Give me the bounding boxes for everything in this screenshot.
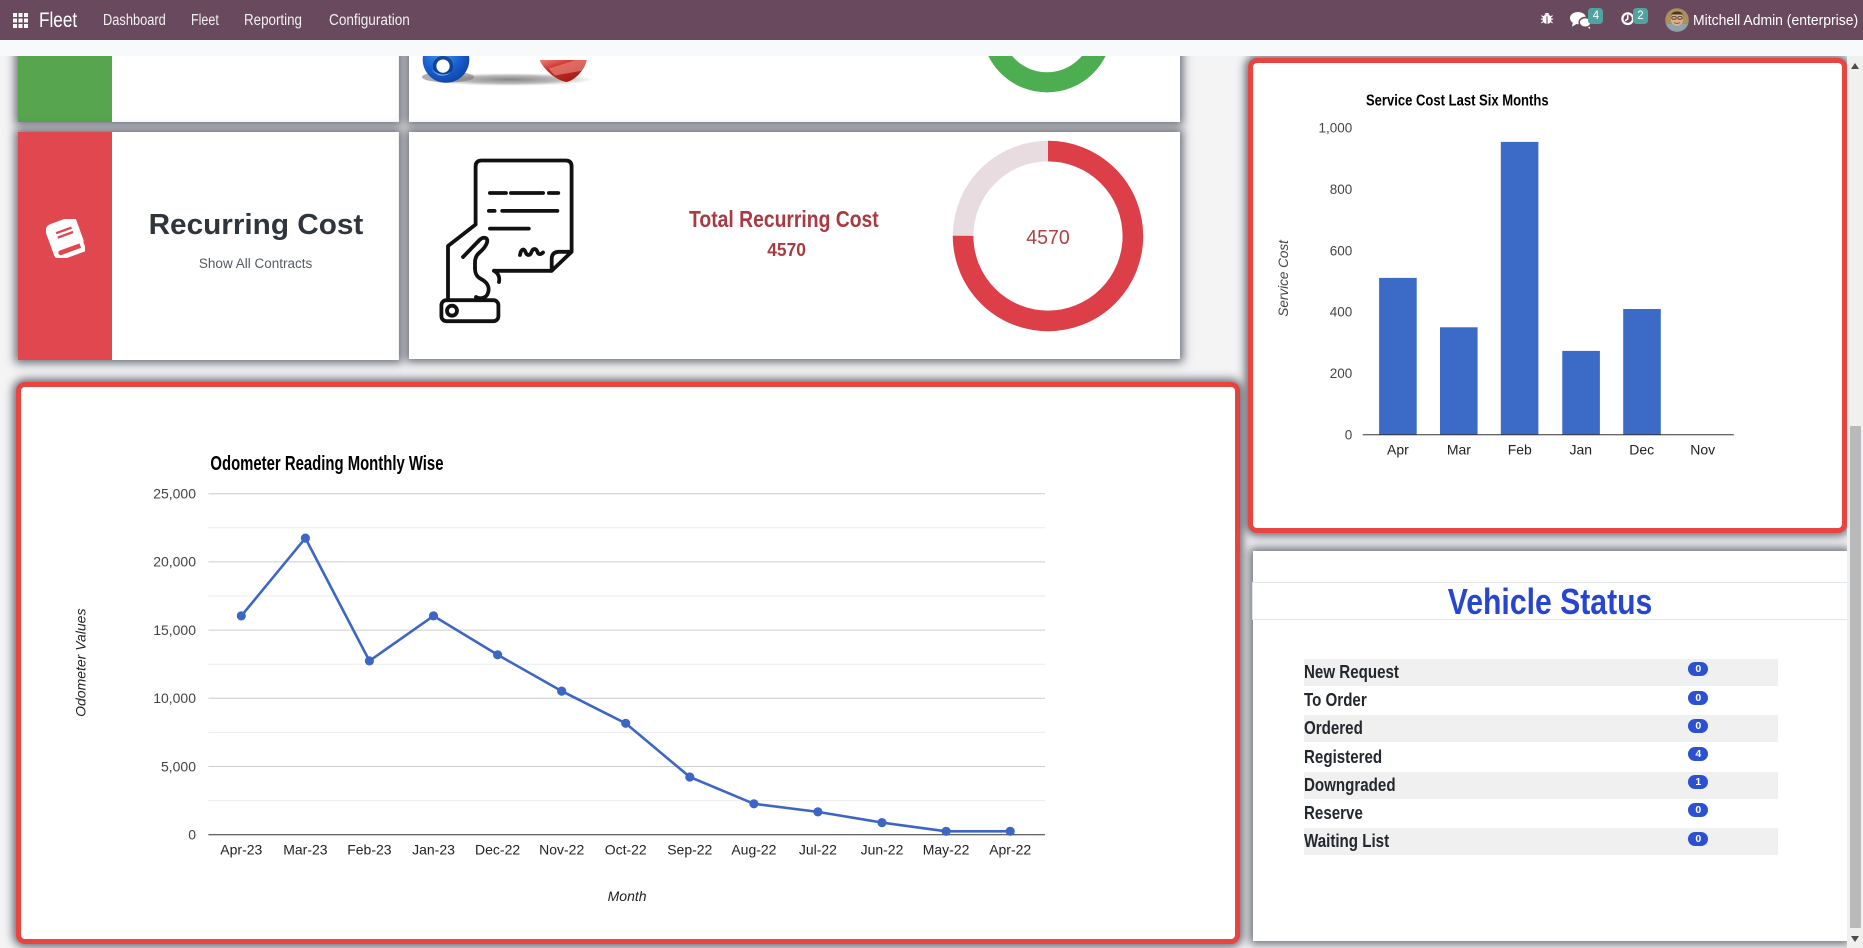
svg-text:Oct-22: Oct-22 [604, 842, 646, 858]
svg-text:Nov: Nov [1690, 441, 1715, 457]
svg-text:800: 800 [1330, 182, 1353, 197]
svg-text:Apr-22: Apr-22 [989, 842, 1031, 858]
svg-text:0: 0 [1345, 427, 1353, 442]
svg-text:1,000: 1,000 [1319, 120, 1353, 135]
svg-text:Dec: Dec [1629, 441, 1654, 457]
svg-text:200: 200 [1330, 365, 1353, 380]
svg-text:Jan: Jan [1570, 441, 1593, 457]
svg-text:May-22: May-22 [922, 842, 969, 858]
svg-text:Jun-22: Jun-22 [860, 842, 903, 858]
svg-text:Jul-22: Jul-22 [798, 842, 836, 858]
svg-text:Apr: Apr [1387, 441, 1409, 457]
svg-text:0: 0 [188, 827, 196, 843]
svg-text:Nov-22: Nov-22 [539, 842, 584, 858]
svg-text:Feb-23: Feb-23 [347, 842, 392, 858]
svg-text:Mar-23: Mar-23 [283, 842, 328, 858]
svg-text:Aug-22: Aug-22 [731, 842, 776, 858]
svg-text:Feb: Feb [1508, 441, 1532, 457]
svg-text:25,000: 25,000 [153, 486, 196, 502]
svg-text:Apr-23: Apr-23 [220, 842, 262, 858]
svg-text:600: 600 [1330, 243, 1353, 258]
svg-text:5,000: 5,000 [161, 759, 196, 775]
svg-text:Odometer Reading Monthly Wise: Odometer Reading Monthly Wise [210, 453, 443, 475]
svg-text:Jan-23: Jan-23 [412, 842, 455, 858]
svg-text:10,000: 10,000 [153, 690, 196, 706]
svg-text:4570: 4570 [1026, 227, 1070, 249]
svg-text:Service Cost: Service Cost [1276, 239, 1291, 317]
svg-text:15,000: 15,000 [153, 622, 196, 638]
svg-text:Month: Month [607, 888, 646, 904]
svg-text:Mar: Mar [1447, 441, 1471, 457]
svg-text:Dec-22: Dec-22 [475, 842, 520, 858]
svg-text:Sep-22: Sep-22 [667, 842, 712, 858]
svg-text:Odometer Values: Odometer Values [72, 609, 88, 717]
svg-text:400: 400 [1330, 304, 1353, 319]
svg-text:20,000: 20,000 [153, 554, 196, 570]
svg-text:Service Cost Last Six Months: Service Cost Last Six Months [1366, 92, 1549, 109]
